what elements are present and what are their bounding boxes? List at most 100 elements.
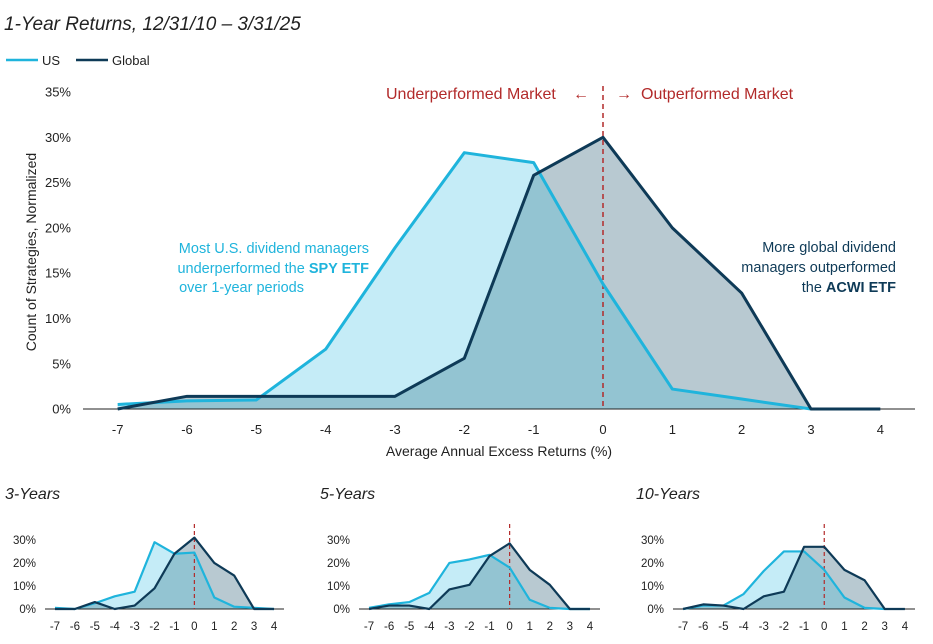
- g-main-x-tick: -1: [528, 422, 540, 437]
- g-5y-x-tick: -2: [464, 621, 474, 633]
- g-10y-y-tick: 0%: [647, 604, 664, 616]
- global-note-text: the: [802, 280, 826, 296]
- g-5y-x-tick: -3: [444, 621, 454, 633]
- g-5y-us-line: [368, 553, 590, 611]
- g-main-y-tick: 5%: [52, 356, 71, 371]
- g-main-x-tick: -2: [459, 422, 471, 437]
- g-5y-x-tick: -1: [484, 621, 494, 633]
- g-main-y-tick: 0%: [52, 402, 71, 417]
- g-3y-global-line: [54, 536, 275, 611]
- g-3y-x-tick: 3: [251, 621, 257, 633]
- g-5y-x-tick: -4: [424, 621, 435, 633]
- y-axis-label: Count of Strategies, Normalized: [23, 153, 39, 351]
- global-note-line-1: More global dividend: [762, 240, 896, 256]
- g-5y-x-tick: 4: [587, 621, 594, 633]
- g-main-global-line: [117, 135, 881, 411]
- g-main-y-tick: 30%: [45, 130, 71, 145]
- g-5y-x-tick: 3: [567, 621, 573, 633]
- g-10y-global-line: [682, 545, 905, 611]
- g-main-y-tick: 20%: [45, 220, 71, 235]
- legend: US Global: [6, 53, 150, 68]
- g-5y-x-tick: -5: [404, 621, 414, 633]
- g-main-x-tick: -7: [112, 422, 124, 437]
- underperformed-label: Underperformed Market: [386, 86, 556, 103]
- 5-years-chart: -7 -6 -5 -4 -3 -2 -1 0 1 2 3 4 0% 10% 20% 30%: [327, 524, 600, 633]
- g-5y-x-tick: -7: [364, 621, 374, 633]
- global-note-line-2: managers outperformed: [741, 260, 896, 276]
- g-5y-y-tick: 30%: [327, 535, 350, 547]
- g-3y-x-tick: -4: [110, 621, 121, 633]
- g-3y-x-tick: 4: [271, 621, 278, 633]
- g-main-x-tick: -4: [320, 422, 332, 437]
- g-main-y-tick: 15%: [45, 266, 71, 281]
- g-main-x-tick: 2: [738, 422, 745, 437]
- g-main-us-line: [117, 151, 812, 411]
- g-5y-y-tick: 10%: [327, 581, 350, 593]
- g-10y-y-tick: 30%: [641, 535, 664, 547]
- g-main-y-tick: 25%: [45, 175, 71, 190]
- g-10y-x-tick: -3: [759, 621, 769, 633]
- g-3y-x-tick: -7: [50, 621, 60, 633]
- right-arrow-icon: →: [616, 86, 632, 103]
- 10y-chart-title: 10-Years: [636, 486, 700, 503]
- g-3y-y-tick: 30%: [13, 535, 36, 547]
- us-note-line-3: over 1-year periods: [179, 280, 304, 296]
- g-10y-x-tick: 1: [841, 621, 847, 633]
- g-main-y-tick: 10%: [45, 311, 71, 326]
- g-10y-x-tick: -2: [779, 621, 789, 633]
- g-3y-x-tick: 0: [191, 621, 197, 633]
- g-main-x-tick: -5: [251, 422, 263, 437]
- g-3y-overlap-area: [54, 542, 275, 609]
- 10-years-chart: -7 -6 -5 -4 -3 -2 -1 0 1 2 3 4 0% 10% 20% 30%: [641, 524, 915, 633]
- g-5y-x-tick: -6: [384, 621, 394, 633]
- g-3y-y-tick: 0%: [19, 604, 36, 616]
- g-main-x-tick: 4: [877, 422, 884, 437]
- g-3y-y-tick: 20%: [13, 558, 36, 570]
- 3y-chart-title: 3-Years: [5, 486, 60, 503]
- g-main-x-tick: 0: [599, 422, 606, 437]
- us-note-line-2: underperformed the SPY ETF: [177, 261, 369, 277]
- main-chart-title: 1-Year Returns, 12/31/10 – 3/31/25: [4, 14, 301, 35]
- g-3y-x-tick: -6: [70, 621, 80, 633]
- g-3y-x-tick: -2: [149, 621, 159, 633]
- us-note-text: underperformed the: [177, 261, 308, 277]
- g-5y-x-tick: 2: [547, 621, 553, 633]
- g-5y-y-tick: 20%: [327, 558, 350, 570]
- g-main-y-tick: 35%: [45, 85, 71, 100]
- g-main-x-tick: -6: [181, 422, 193, 437]
- 3-years-chart: -7 -6 -5 -4 -3 -2 -1 0 1 2 3 4 0% 10% 20% 30%: [13, 524, 284, 633]
- g-10y-x-tick: -7: [678, 621, 688, 633]
- legend-us-label: US: [42, 53, 60, 68]
- g-10y-x-tick: -4: [738, 621, 749, 633]
- global-annotation: More global dividend managers outperform…: [741, 240, 896, 296]
- g-3y-x-tick: -5: [90, 621, 100, 633]
- g-10y-x-tick: -1: [799, 621, 809, 633]
- g-10y-y-tick: 10%: [641, 581, 664, 593]
- main-chart: -7 -6 -5 -4 -3 -2 -1 0 1 2 3 4 0% 5% 10% 15% 20% 25% 30% 35…: [23, 85, 915, 459]
- us-annotation: Most U.S. dividend managers underperform…: [177, 241, 369, 296]
- 5y-chart-title: 5-Years: [320, 486, 375, 503]
- market-annotations: Underperformed Market ← → Outperformed M…: [386, 86, 794, 103]
- g-5y-x-tick: 1: [527, 621, 533, 633]
- g-3y-x-tick: 2: [231, 621, 237, 633]
- g-5y-y-tick: 0%: [333, 604, 350, 616]
- global-note-line-3: the ACWI ETF: [802, 280, 896, 296]
- g-10y-x-tick: 4: [902, 621, 909, 633]
- g-3y-y-tick: 10%: [13, 581, 36, 593]
- g-10y-x-tick: 2: [861, 621, 867, 633]
- legend-global-label: Global: [112, 53, 150, 68]
- g-3y-x-tick: -3: [130, 621, 140, 633]
- g-3y-x-tick: 1: [211, 621, 217, 633]
- acwi-etf-label: ACWI ETF: [826, 280, 896, 296]
- g-5y-x-tick: 0: [506, 621, 512, 633]
- g-10y-y-tick: 20%: [641, 558, 664, 570]
- g-10y-x-tick: -6: [698, 621, 708, 633]
- g-main-x-tick: 1: [669, 422, 676, 437]
- spy-etf-label: SPY ETF: [309, 261, 369, 277]
- g-10y-x-tick: 3: [882, 621, 888, 633]
- g-10y-x-tick: -5: [718, 621, 728, 633]
- g-3y-x-tick: -1: [169, 621, 179, 633]
- x-axis-label: Average Annual Excess Returns (%): [386, 443, 612, 459]
- g-5y-global-line: [368, 542, 590, 611]
